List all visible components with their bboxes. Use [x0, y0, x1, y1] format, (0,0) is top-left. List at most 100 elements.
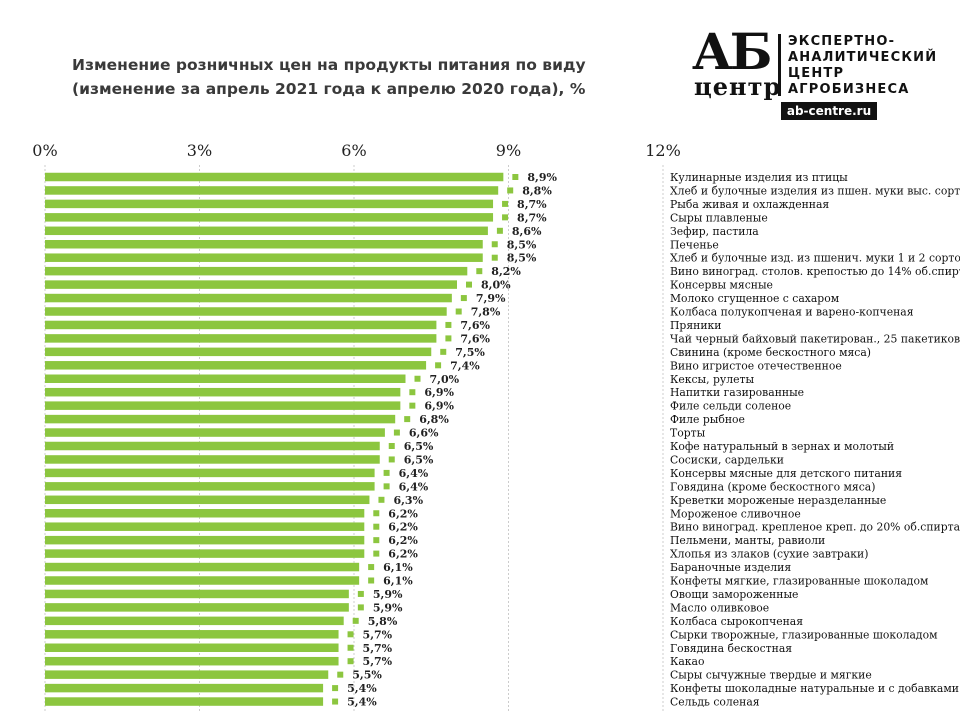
- bar-marker: [332, 698, 339, 705]
- bar-marker: [357, 590, 364, 597]
- category-label: Говядина (кроме бескостного мяса): [670, 480, 875, 493]
- bar: [45, 630, 339, 639]
- bar-marker: [491, 241, 498, 248]
- data-label: 8,2%: [491, 265, 521, 278]
- bar-marker: [347, 658, 354, 665]
- data-label: 7,6%: [460, 332, 490, 345]
- bar-marker: [347, 631, 354, 638]
- bar-marker: [383, 483, 390, 490]
- chart-title: Изменение розничных цен на продукты пита…: [72, 53, 592, 101]
- bar: [45, 186, 499, 195]
- category-label: Вино виноград. крепленое креп. до 20% об…: [670, 521, 960, 534]
- bar: [45, 603, 349, 612]
- bar-marker: [373, 550, 380, 557]
- category-label: Сыры сычужные твердые и мягкие: [670, 669, 872, 682]
- data-label: 6,1%: [383, 575, 413, 588]
- category-label: Бараночные изделия: [670, 561, 791, 574]
- bar: [45, 213, 494, 222]
- category-label: Напитки газированные: [670, 386, 804, 399]
- chart-title-line1: Изменение розничных цен на продукты пита…: [72, 56, 586, 74]
- category-label: Пряники: [670, 319, 721, 332]
- bar: [45, 616, 344, 626]
- category-label: Кулинарные изделия из птицы: [670, 171, 848, 184]
- data-label: 6,1%: [383, 561, 413, 574]
- bar: [45, 374, 406, 383]
- bar: [45, 656, 339, 666]
- bar: [45, 280, 457, 289]
- logo-mark-centr: центр: [694, 72, 782, 101]
- bar-marker: [373, 537, 380, 544]
- bar: [45, 535, 365, 545]
- bar-marker: [388, 456, 395, 463]
- data-label: 6,3%: [393, 494, 423, 507]
- bar: [45, 428, 385, 437]
- data-label: 8,0%: [481, 279, 511, 292]
- bar: [45, 361, 427, 370]
- data-label: 6,5%: [404, 453, 434, 466]
- category-label: Сырки творожные, глазированные шоколадом: [670, 628, 938, 641]
- data-label: 5,7%: [363, 628, 393, 641]
- logo-mark: АБ центр: [690, 24, 782, 102]
- bar: [45, 670, 329, 679]
- bar-marker: [502, 214, 509, 221]
- bar: [45, 643, 339, 652]
- bar-marker: [476, 268, 483, 275]
- bar: [45, 414, 396, 424]
- data-label: 5,4%: [347, 682, 377, 695]
- bar-marker: [404, 416, 411, 423]
- bar-marker: [373, 510, 380, 517]
- category-label: Креветки мороженые неразделанные: [670, 494, 886, 507]
- data-label: 6,4%: [399, 480, 429, 493]
- x-tick-label: 9%: [496, 141, 521, 160]
- bar: [45, 240, 483, 249]
- category-label: Кексы, рулеты: [670, 373, 754, 386]
- bar-marker: [502, 200, 509, 207]
- category-label: Хлопья из злаков (сухие завтраки): [670, 548, 868, 561]
- data-label: 6,4%: [399, 467, 429, 480]
- data-label: 8,7%: [517, 198, 547, 211]
- bar: [45, 334, 437, 343]
- category-label: Говядина бескостная: [670, 642, 792, 655]
- data-label: 8,6%: [512, 225, 542, 238]
- category-label: Чай черный байховый пакетирован., 25 пак…: [670, 332, 960, 345]
- bar: [45, 401, 401, 410]
- category-label: Вино виноград. столов. крепостью до 14% …: [670, 265, 960, 278]
- logo-text-line3: ЦЕНТР: [788, 66, 845, 81]
- bar: [45, 320, 437, 330]
- category-label: Вино игристое отечественное: [670, 359, 842, 372]
- logo-text: ЭКСПЕРТНО- АНАЛИТИЧЕСКИЙ ЦЕНТР АГРОБИЗНЕ…: [788, 34, 937, 98]
- data-label: 8,7%: [517, 211, 547, 224]
- category-label: Печенье: [670, 238, 719, 251]
- data-label: 6,2%: [388, 521, 418, 534]
- bar: [45, 347, 432, 357]
- bar: [45, 307, 447, 316]
- bar: [45, 683, 324, 693]
- category-label: Рыба живая и охлажденная: [670, 198, 829, 211]
- bar-marker: [409, 389, 416, 396]
- category-label: Кофе натуральный в зернах и молотый: [670, 440, 894, 453]
- bar-marker: [409, 402, 416, 409]
- bar: [45, 509, 365, 518]
- bar-marker: [368, 577, 375, 584]
- bar: [45, 172, 504, 182]
- data-label: 7,0%: [430, 373, 460, 386]
- bar-marker: [347, 644, 354, 651]
- logo-text-line2: АНАЛИТИЧЕСКИЙ: [788, 50, 938, 65]
- data-label: 5,9%: [373, 588, 403, 601]
- bar-marker: [373, 523, 380, 530]
- bar-marker: [332, 685, 339, 692]
- data-label: 6,5%: [404, 440, 434, 453]
- x-tick-label: 6%: [341, 141, 366, 160]
- category-label: Консервы мясные для детского питания: [670, 467, 902, 480]
- bar-marker: [491, 254, 498, 261]
- x-tick-label: 3%: [187, 141, 212, 160]
- bar: [45, 266, 468, 276]
- category-label: Сосиски, сардельки: [670, 453, 784, 466]
- data-label: 5,4%: [347, 696, 377, 709]
- data-label: 8,8%: [522, 184, 552, 197]
- category-label: Сельдь соленая: [670, 696, 760, 709]
- bar: [45, 522, 365, 531]
- data-label: 6,9%: [424, 386, 454, 399]
- data-label: 5,7%: [363, 642, 393, 655]
- data-label: 7,9%: [476, 292, 506, 305]
